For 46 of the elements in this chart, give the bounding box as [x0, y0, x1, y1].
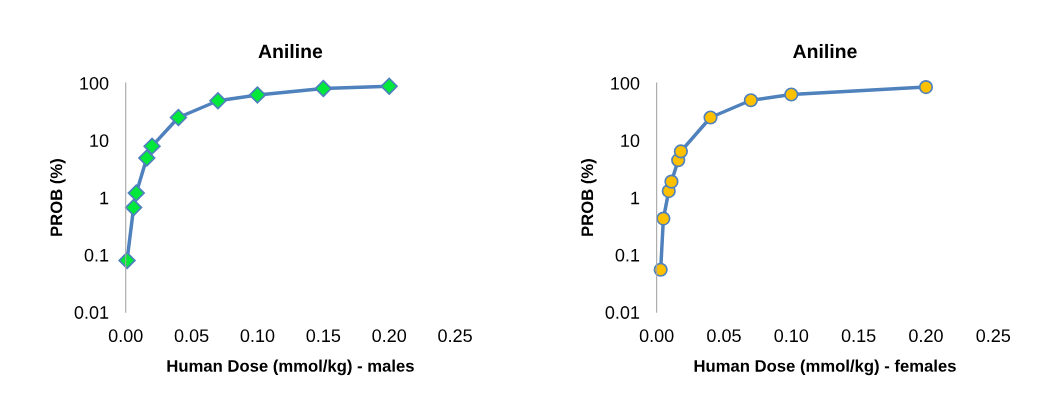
point: [743, 93, 758, 108]
x-tick-label: 0.10: [774, 329, 809, 343]
point: [127, 184, 145, 202]
point: [664, 174, 679, 189]
x-tick-label: 0.15: [841, 329, 876, 343]
x-tick-label: 0.00: [639, 329, 674, 343]
point: [248, 86, 267, 104]
x-tick-label: 0.20: [909, 329, 943, 343]
y-axis-title: PROB (%): [580, 159, 597, 236]
point: [209, 92, 227, 110]
y-tick-label: 0.1: [615, 248, 640, 262]
point: [784, 87, 799, 102]
x-tick-label: 0.25: [976, 329, 1011, 343]
y-tick-label: 0.01: [605, 306, 640, 319]
y-tick-label: 100: [80, 76, 109, 90]
y-tick-label: 1: [631, 191, 640, 205]
point: [673, 144, 688, 159]
x-tick-label: 0.00: [108, 329, 143, 343]
x-axis-title: Human Dose (mmol/kg) - males: [167, 359, 414, 376]
x-axis-title: Human Dose (mmol/kg) - females: [694, 359, 956, 376]
point: [314, 79, 333, 98]
point: [138, 149, 156, 167]
point: [143, 137, 161, 155]
x-tick-label: 0.20: [372, 329, 407, 343]
point: [124, 198, 143, 217]
x-tick-label: 0.05: [707, 329, 741, 343]
chart-title: Aniline: [793, 43, 857, 59]
x-tick-label: 0.25: [438, 329, 472, 343]
x-tick-label: 0.10: [240, 329, 275, 343]
y-tick-label: 10: [90, 134, 109, 148]
y-tick-label: 10: [621, 134, 640, 148]
x-tick-label: 0.05: [174, 329, 209, 343]
point: [380, 77, 398, 95]
y-tick-label: 1: [100, 191, 109, 205]
y-tick-label: 100: [611, 76, 640, 90]
point: [656, 211, 671, 226]
y-tick-label: 0.1: [84, 248, 109, 262]
y-tick-label: 0.01: [74, 306, 109, 319]
point: [703, 110, 718, 125]
point: [653, 262, 668, 277]
chart-title: Aniline: [258, 43, 323, 59]
point: [169, 108, 188, 127]
point: [118, 251, 136, 270]
point: [918, 79, 934, 95]
x-tick-label: 0.15: [306, 329, 341, 343]
y-axis-title: PROB (%): [50, 159, 66, 236]
